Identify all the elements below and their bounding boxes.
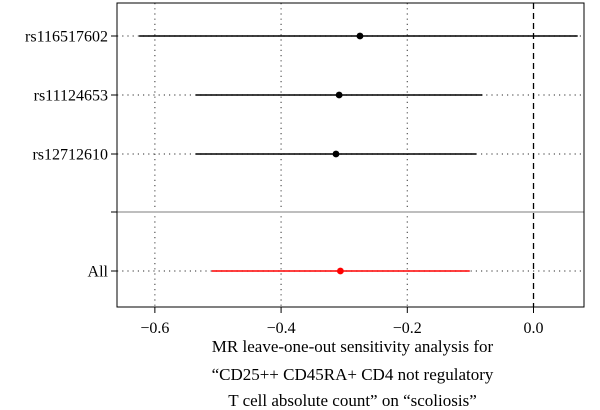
snp-point <box>356 32 364 40</box>
x-tick-label: −0.4 <box>267 320 296 337</box>
grid-layer <box>117 3 584 307</box>
marks-layer <box>139 32 578 275</box>
overall-point <box>337 267 344 275</box>
snp-label: rs12712610 <box>32 147 108 164</box>
x-axis-label-line-1: MR leave-one-out sensitivity analysis fo… <box>212 337 494 356</box>
snp-point <box>335 91 343 99</box>
snp-label: rs116517602 <box>25 29 108 46</box>
snp-point <box>332 150 340 158</box>
x-axis: −0.6 −0.4 −0.2 0.0 <box>111 35 544 337</box>
row-labels: rs116517602 rs11124653 rs12712610 All <box>25 29 109 281</box>
overall-label: All <box>88 264 109 281</box>
x-tick-label: −0.2 <box>393 320 422 337</box>
plot-frame <box>116 2 585 308</box>
x-tick-label: 0.0 <box>524 320 544 337</box>
x-tick-label: −0.6 <box>140 320 169 337</box>
x-axis-label-line-2: “CD25++ CD45RA+ CD4 not regulatory <box>212 365 494 384</box>
x-axis-label-line-3: T cell absolute count” on “scoliosis” <box>228 391 476 410</box>
snp-label: rs11124653 <box>34 88 108 105</box>
